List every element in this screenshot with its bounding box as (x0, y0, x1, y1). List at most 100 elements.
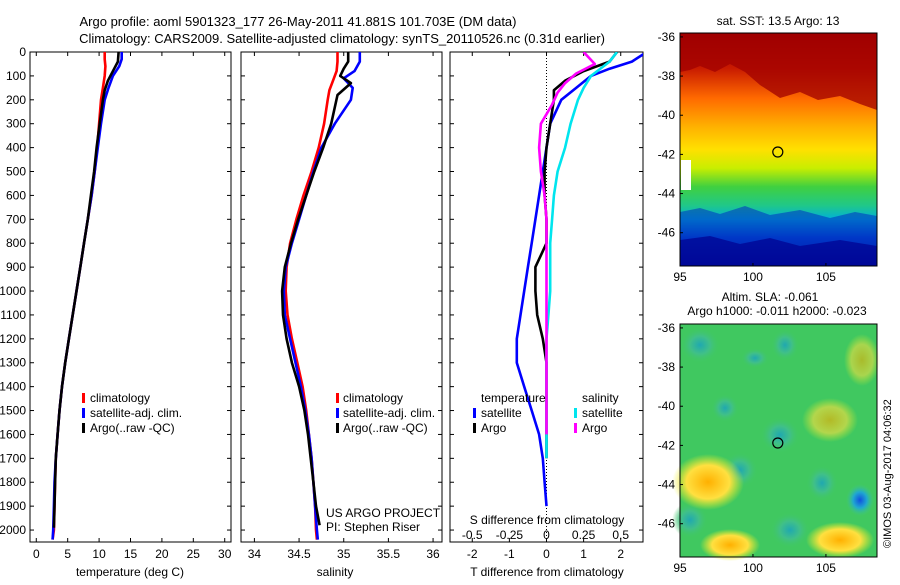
depth-tick-label: 1700 (0, 451, 26, 465)
s-difference-xlabel: S difference from climatology (470, 513, 625, 527)
series-line-argo-raw-qc- (52, 52, 120, 528)
sst-land-mask (681, 160, 691, 190)
legend-label-argo: Argo(..raw -QC) (90, 421, 175, 435)
lat-tick-label: -36 (658, 30, 676, 44)
s-tick-label: 0.25 (572, 528, 596, 542)
series-line-argo-raw-qc- (280, 52, 353, 526)
x-tick-label: 10 (92, 547, 106, 561)
lat-tick-label: -44 (658, 478, 676, 492)
s-tick-label: 0 (543, 528, 550, 542)
depth-tick-label: 1200 (0, 332, 26, 346)
depth-tick-label: 1600 (0, 427, 26, 441)
sst-map-panel: sat. SST: 13.5 Argo: 13 -36-38-40-42-44-… (658, 14, 878, 284)
salinity-legend: climatology satellite-adj. clim. Argo(..… (336, 391, 435, 435)
depth-tick-label: 500 (6, 165, 26, 179)
depth-tick-label: 400 (6, 141, 26, 155)
depth-tick-label: 1100 (0, 308, 26, 322)
difference-legend: temperature salinity satellite Argo sate… (473, 391, 623, 435)
legend-label-argo: Argo(..raw -QC) (343, 421, 428, 435)
lat-tick-label: -40 (658, 108, 676, 122)
sla-map-title: Altim. SLA: -0.061 (722, 290, 819, 304)
depth-tick-label: 1800 (0, 475, 26, 489)
temperature-plot-frame (29, 51, 232, 543)
difference-depth-ticks (450, 51, 643, 531)
depth-tick-label: 1000 (0, 284, 26, 298)
sst-argo-position-marker (772, 146, 784, 158)
temperature-xlabel: temperature (deg C) (76, 565, 184, 579)
pi-annotation: PI: Stephen Riser (326, 520, 420, 534)
figure-title-line1: Argo profile: aoml 5901323_177 26-May-20… (80, 14, 517, 29)
legend-swatch-argo (82, 423, 85, 433)
legend-label-t-satellite: satellite (481, 406, 522, 420)
depth-tick-label: 300 (6, 117, 26, 131)
temperature-legend: climatology satellite-adj. clim. Argo(..… (82, 391, 182, 435)
legend-title-temperature: temperature (481, 391, 546, 405)
x-tick-label: 34.5 (287, 547, 311, 561)
x-tick-label: 35 (337, 547, 351, 561)
depth-tick-label: 0 (19, 45, 26, 59)
legend-label-satellite: satellite-adj. clim. (343, 406, 435, 420)
lat-tick-label: -40 (658, 399, 676, 413)
s-tick-label: -0.5 (462, 528, 483, 542)
lat-tick-label: -42 (658, 147, 676, 161)
x-tick-label: 1 (580, 547, 587, 561)
legend-swatch-climatology (336, 393, 339, 403)
sla-features (672, 327, 880, 561)
legend-label-satellite: satellite-adj. clim. (90, 406, 182, 420)
x-tick-label: 5 (64, 547, 71, 561)
x-tick-label: -1 (504, 547, 515, 561)
temperature-profile-lines (51, 52, 123, 540)
x-tick-label: 30 (218, 547, 232, 561)
x-tick-label: 34 (248, 547, 262, 561)
x-tick-label: 35.5 (377, 547, 401, 561)
x-tick-label: 25 (187, 547, 201, 561)
depth-tick-label: 1300 (0, 356, 26, 370)
salinity-panel: 34 34.5 35 35.5 36 salinity climatology sate… (240, 51, 443, 579)
salinity-depth-ticks (241, 51, 442, 531)
legend-label-climatology: climatology (343, 391, 403, 405)
lon-tick-label: 95 (673, 561, 687, 575)
legend-label-t-argo: Argo (481, 421, 507, 435)
legend-label-s-argo: Argo (582, 421, 608, 435)
legend-title-salinity: salinity (582, 391, 619, 405)
sst-front-warm (680, 33, 877, 110)
legend-swatch-t-argo (473, 423, 476, 433)
imos-credit: ©IMOS 03-Aug-2017 04:06:32 (882, 399, 894, 548)
lat-tick-label: -38 (658, 360, 676, 374)
s-difference-axis-ticks: -0.5 -0.25 0 0.25 0.5 (462, 528, 629, 542)
x-tick-label: 20 (155, 547, 169, 561)
figure-title-line2: Climatology: CARS2009. Satellite-adjuste… (79, 31, 605, 46)
depth-tick-label: 2000 (0, 523, 26, 537)
t-difference-axis-ticks: -2 -1 0 1 2 (467, 52, 624, 561)
difference-panel: -2 -1 0 1 2 T difference from climatology S … (449, 51, 644, 579)
depth-tick-label: 900 (6, 260, 26, 274)
salinity-plot-frame (240, 51, 443, 543)
legend-label-climatology: climatology (90, 391, 150, 405)
sla-map-subtitle: Argo h1000: -0.011 h2000: -0.023 (687, 304, 867, 318)
x-tick-label: 36 (426, 547, 440, 561)
temperature-axis-ticks: 0 5 10 15 20 25 30 (33, 52, 232, 561)
x-tick-label: -2 (467, 547, 478, 561)
difference-profile-lines (515, 52, 643, 507)
salinity-xlabel: salinity (317, 565, 354, 579)
legend-swatch-climatology (82, 393, 85, 403)
salinity-profile-lines (280, 52, 362, 540)
x-tick-label: 0 (33, 547, 40, 561)
lat-tick-label: -46 (658, 517, 676, 531)
depth-axis-ticks: 0 100 200 300 400 500 600 700 800 900 1000 1100 1200… (0, 45, 231, 537)
sla-lat-ticks: -36 -38 -40 -42 -44 -46 (658, 321, 683, 531)
t-difference-xlabel: T difference from climatology (470, 565, 624, 579)
depth-tick-label: 200 (6, 93, 26, 107)
sst-front-deep (680, 236, 877, 266)
sst-lon-ticks: 95 100 105 (673, 263, 836, 284)
depth-tick-label: 700 (6, 212, 26, 226)
salinity-axis-ticks: 34 34.5 35 35.5 36 (248, 52, 440, 561)
sst-map-title: sat. SST: 13.5 Argo: 13 (717, 14, 840, 28)
sla-map-panel: Altim. SLA: -0.061 Argo h1000: -0.011 h2… (658, 290, 880, 575)
x-tick-label: 0 (543, 547, 550, 561)
s-tick-label: 0.5 (612, 528, 629, 542)
legend-swatch-s-satellite (574, 408, 577, 418)
sst-lat-ticks: -36 -38 -40 -42 -44 -46 (658, 30, 683, 240)
legend-label-s-satellite: satellite (582, 406, 623, 420)
